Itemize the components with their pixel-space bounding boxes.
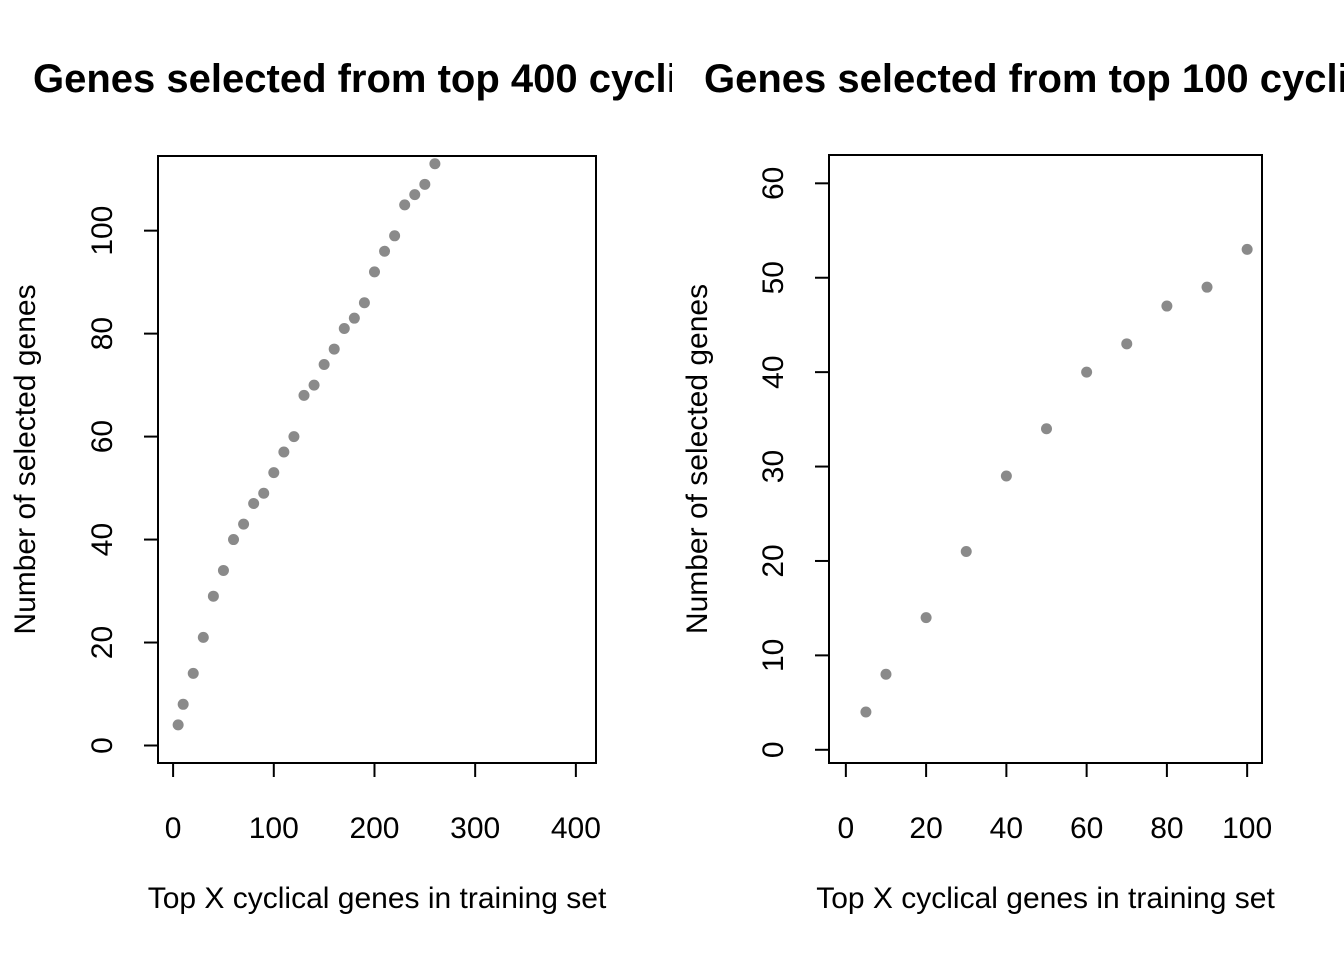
data-point bbox=[348, 312, 360, 324]
data-point bbox=[379, 245, 391, 257]
data-point bbox=[1201, 281, 1213, 293]
data-point bbox=[419, 178, 431, 190]
data-point bbox=[172, 719, 184, 731]
data-point bbox=[217, 564, 229, 576]
x-tick-label: 300 bbox=[450, 812, 500, 845]
y-tick-label: 0 bbox=[757, 741, 790, 758]
data-point bbox=[860, 706, 872, 718]
x-tick-label: 200 bbox=[349, 812, 399, 845]
plot-box bbox=[157, 155, 597, 764]
x-tick-label: 40 bbox=[990, 812, 1023, 845]
data-point bbox=[177, 698, 189, 710]
data-point bbox=[308, 379, 320, 391]
y-tick-label: 10 bbox=[757, 639, 790, 672]
y-tick-label: 60 bbox=[757, 167, 790, 200]
data-point bbox=[268, 467, 280, 479]
data-point bbox=[920, 612, 932, 624]
data-point bbox=[207, 590, 219, 602]
y-tick-label: 60 bbox=[86, 420, 119, 453]
data-point bbox=[1161, 300, 1173, 312]
data-point bbox=[1041, 423, 1053, 435]
data-point bbox=[1081, 366, 1093, 378]
data-point bbox=[238, 518, 250, 530]
data-point bbox=[338, 322, 350, 334]
y-tick-label: 40 bbox=[86, 523, 119, 556]
data-point bbox=[228, 534, 240, 546]
y-tick-label: 20 bbox=[757, 544, 790, 577]
plot-title: Genes selected from top 400 cyclic bbox=[33, 57, 672, 101]
y-axis-label: Number of selected genes bbox=[9, 284, 42, 634]
data-point bbox=[389, 230, 401, 242]
x-tick-label: 0 bbox=[165, 812, 182, 845]
data-point bbox=[248, 498, 260, 510]
data-point bbox=[399, 199, 411, 211]
scatter-plot-top100: 0 20 40 60 80 100 0 10 20 30 40 50 60 Genes selected … bbox=[681, 57, 1344, 915]
y-tick-label: 20 bbox=[86, 626, 119, 659]
plot-box bbox=[828, 154, 1263, 764]
y-tick-label: 30 bbox=[757, 450, 790, 483]
x-axis-label: Top X cyclical genes in training set bbox=[148, 882, 607, 915]
y-axis-label: Number of selected genes bbox=[681, 284, 714, 634]
data-point bbox=[298, 389, 310, 401]
data-point bbox=[288, 431, 300, 443]
data-point bbox=[880, 668, 892, 680]
plot-title: Genes selected from top 100 cyclic bbox=[704, 57, 1344, 101]
data-point bbox=[318, 359, 330, 371]
data-point bbox=[258, 487, 270, 499]
data-point bbox=[1121, 338, 1133, 350]
data-point bbox=[368, 266, 380, 278]
x-tick-label: 100 bbox=[249, 812, 299, 845]
y-tick-label: 80 bbox=[86, 317, 119, 350]
y-tick-label: 50 bbox=[757, 261, 790, 294]
data-point bbox=[1000, 470, 1012, 482]
data-point bbox=[429, 158, 441, 170]
data-point bbox=[197, 631, 209, 643]
data-point bbox=[187, 667, 199, 679]
data-point bbox=[960, 546, 972, 558]
x-tick-label: 80 bbox=[1150, 812, 1183, 845]
y-tick-label: 100 bbox=[86, 206, 119, 256]
x-tick-label: 20 bbox=[909, 812, 942, 845]
data-point bbox=[328, 343, 340, 355]
x-tick-label: 60 bbox=[1070, 812, 1103, 845]
y-tick-label: 40 bbox=[757, 355, 790, 388]
data-point bbox=[358, 297, 370, 309]
x-tick-label: 100 bbox=[1222, 812, 1272, 845]
x-tick-label: 400 bbox=[551, 812, 601, 845]
x-axis-label: Top X cyclical genes in training set bbox=[816, 882, 1275, 915]
x-tick-label: 0 bbox=[838, 812, 855, 845]
data-point bbox=[409, 189, 421, 201]
data-point bbox=[1241, 243, 1253, 255]
data-point bbox=[278, 446, 290, 458]
y-tick-label: 0 bbox=[86, 737, 119, 754]
scatter-plot-top400: 0 100 200 300 400 0 20 40 60 80 100 Genes selected … bbox=[9, 57, 672, 915]
